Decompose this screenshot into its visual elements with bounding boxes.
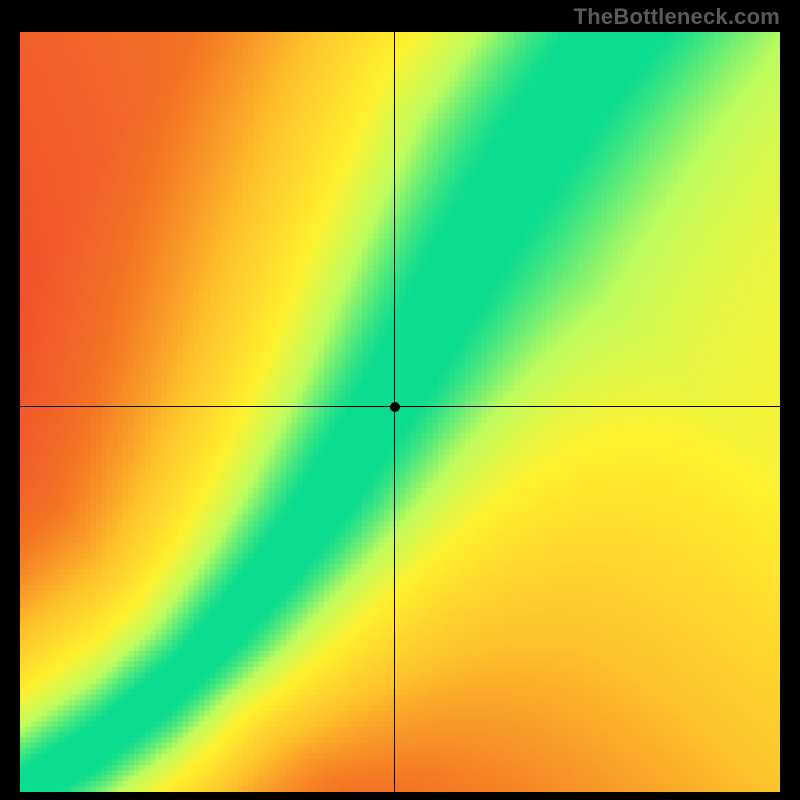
watermark-text: TheBottleneck.com [574,4,780,30]
crosshair-vertical [394,32,395,792]
crosshair-marker [390,402,400,412]
bottleneck-heatmap [20,32,780,792]
crosshair-horizontal [20,406,780,407]
